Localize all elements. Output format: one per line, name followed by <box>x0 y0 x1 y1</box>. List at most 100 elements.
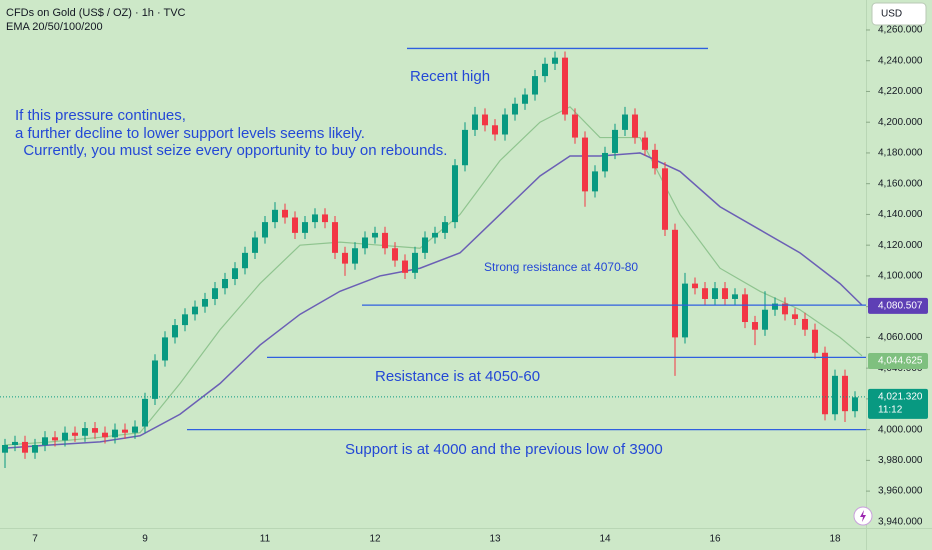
price-label: 4,080.507 <box>878 301 923 312</box>
price-label: 4,021.320 <box>878 391 923 402</box>
candle-body <box>682 283 688 338</box>
indicator-label: EMA 20/50/100/200 <box>6 21 103 33</box>
y-tick-label: 4,120.000 <box>878 240 923 251</box>
candle-body <box>72 432 78 436</box>
candle-body <box>132 426 138 433</box>
candle-body <box>442 222 448 233</box>
x-tick-label: 16 <box>709 534 721 545</box>
candle-body <box>102 432 108 438</box>
marks: 3,940.000 3,960.000 3,980.000 4,000.000 4,02… <box>0 25 928 545</box>
candle-body <box>362 237 368 249</box>
y-tick-label: 4,160.000 <box>878 178 923 189</box>
candle-body <box>732 294 738 299</box>
candle-body <box>652 149 658 169</box>
candle-body <box>262 222 268 238</box>
candle-body <box>432 232 438 238</box>
candle-body <box>452 165 458 223</box>
candle-body <box>232 268 238 279</box>
annotation: If this pressure continues, <box>15 107 186 124</box>
candle-body <box>502 114 508 135</box>
candle-body <box>822 352 828 415</box>
candle-body <box>242 252 248 269</box>
candle-body <box>192 306 198 315</box>
candle-body <box>252 237 258 253</box>
candle-body <box>572 114 578 138</box>
price-label-box <box>868 353 928 370</box>
candle-body <box>832 375 838 415</box>
x-tick-label: 7 <box>32 534 38 545</box>
y-tick-label: 4,220.000 <box>878 86 923 97</box>
candle-body <box>592 171 598 192</box>
candle-body <box>742 294 748 323</box>
candle-body <box>282 209 288 218</box>
candle-body <box>172 325 178 338</box>
candle-body <box>522 94 528 104</box>
annotation: a further decline to lower support level… <box>15 125 365 142</box>
candle-body <box>852 397 858 412</box>
candle-body <box>2 444 8 453</box>
currency[interactable]: USD <box>881 9 902 20</box>
candle-body <box>692 283 698 289</box>
candle-body <box>212 288 218 299</box>
candle-body <box>292 217 298 233</box>
candle-body <box>582 137 588 192</box>
x-tick-label: 11 <box>260 534 271 545</box>
candle-body <box>792 314 798 319</box>
candle-body <box>462 129 468 166</box>
candle-body <box>712 288 718 299</box>
candle-body <box>752 322 758 330</box>
candle-body <box>492 125 498 135</box>
candle-body <box>422 237 428 253</box>
annotation: Resistance is at 4050-60 <box>375 368 540 385</box>
candle-body <box>542 63 548 77</box>
candle-body <box>632 114 638 138</box>
candle-body <box>382 232 388 249</box>
countdown: 11:12 <box>878 404 903 415</box>
y-tick-label: 3,940.000 <box>878 516 923 527</box>
candle-body <box>222 278 228 289</box>
candle-body <box>182 314 188 326</box>
candle-body <box>52 437 58 441</box>
candle-body <box>152 360 158 399</box>
candle-body <box>772 303 778 310</box>
x-tick-label: 18 <box>829 534 841 545</box>
candle-body <box>802 318 808 330</box>
candle-body <box>62 432 68 441</box>
y-tick-label: 3,960.000 <box>878 486 923 497</box>
y-tick-label: 4,000.000 <box>878 424 923 435</box>
candle-body <box>472 114 478 130</box>
candle-body <box>12 441 18 445</box>
candle-body <box>342 252 348 264</box>
candle-body <box>402 260 408 273</box>
candle-body <box>532 76 538 95</box>
candle-body <box>812 329 818 353</box>
candle-body <box>42 437 48 445</box>
y-tick-label: 4,200.000 <box>878 117 923 128</box>
y-tick-label: 4,100.000 <box>878 271 923 282</box>
price-label-box <box>868 297 928 314</box>
price-label-box <box>868 388 928 419</box>
candle-body <box>782 303 788 315</box>
price-label: 4,044.625 <box>878 356 923 367</box>
candle-body <box>302 222 308 233</box>
y-tick-label: 4,060.000 <box>878 332 923 343</box>
candle-body <box>552 57 558 64</box>
annotation: Currently, you must seize every opportun… <box>15 142 447 159</box>
candle-body <box>322 214 328 223</box>
candle-body <box>372 232 378 238</box>
x-tick-label: 14 <box>599 534 611 545</box>
candle-body <box>672 229 678 338</box>
candle-body <box>642 137 648 150</box>
ema-line <box>4 106 863 446</box>
candle-body <box>722 288 728 299</box>
candle-body <box>142 398 148 427</box>
annotation: Support is at 4000 and the previous low … <box>345 441 663 458</box>
x-tick-label: 12 <box>369 534 381 545</box>
y-tick-label: 3,980.000 <box>878 455 923 466</box>
candle-body <box>112 429 118 438</box>
currency-button[interactable] <box>871 2 927 26</box>
candle-body <box>162 337 168 361</box>
ema-line <box>4 152 863 449</box>
